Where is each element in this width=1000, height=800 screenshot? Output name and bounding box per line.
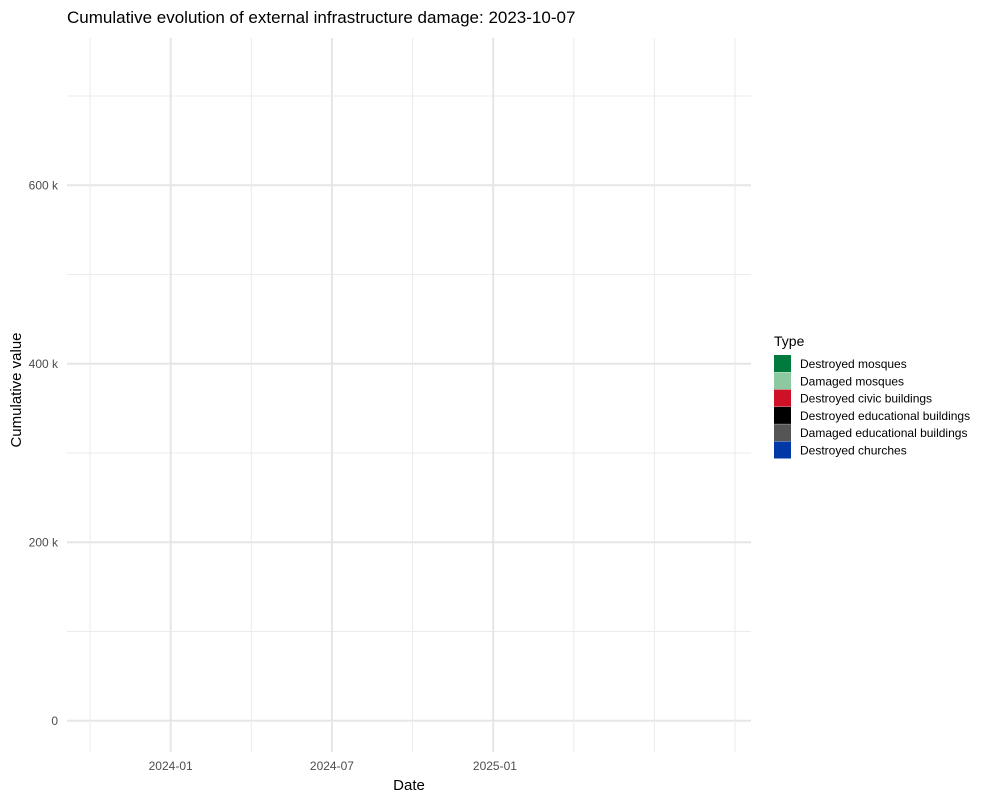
legend-label: Destroyed mosques [800, 357, 907, 371]
legend-key [774, 406, 791, 424]
legend-key [774, 355, 791, 372]
legend-label: Destroyed civic buildings [800, 392, 932, 406]
x-axis-ticks: 2024-01 2024-07 2025-01 [149, 759, 518, 773]
legend-key [774, 441, 791, 459]
y-tick-label: 400 k [29, 357, 59, 371]
y-axis-title: Cumulative value [8, 332, 25, 447]
y-tick-label: 200 k [29, 535, 59, 549]
legend-label: Damaged educational buildings [800, 426, 967, 440]
legend-label: Destroyed churches [800, 444, 907, 458]
legend-label: Destroyed educational buildings [800, 409, 970, 423]
chart-title: Cumulative evolution of external infrast… [67, 8, 575, 27]
legend-key [774, 389, 791, 407]
y-tick-label: 0 [51, 714, 58, 728]
legend-title: Type [774, 333, 805, 349]
y-axis-ticks: 0 200 k 400 k 600 k [29, 178, 59, 728]
grid [67, 38, 751, 752]
y-tick-label: 600 k [29, 178, 59, 192]
x-tick-label: 2025-01 [473, 759, 517, 773]
x-tick-label: 2024-01 [149, 759, 193, 773]
x-axis-title: Date [393, 777, 425, 794]
legend-key [774, 424, 791, 442]
legend-items: Destroyed mosques Damaged mosques Destroye… [774, 355, 970, 459]
legend-label: Damaged mosques [800, 374, 904, 388]
legend-key [774, 372, 791, 390]
x-tick-label: 2024-07 [310, 759, 354, 773]
